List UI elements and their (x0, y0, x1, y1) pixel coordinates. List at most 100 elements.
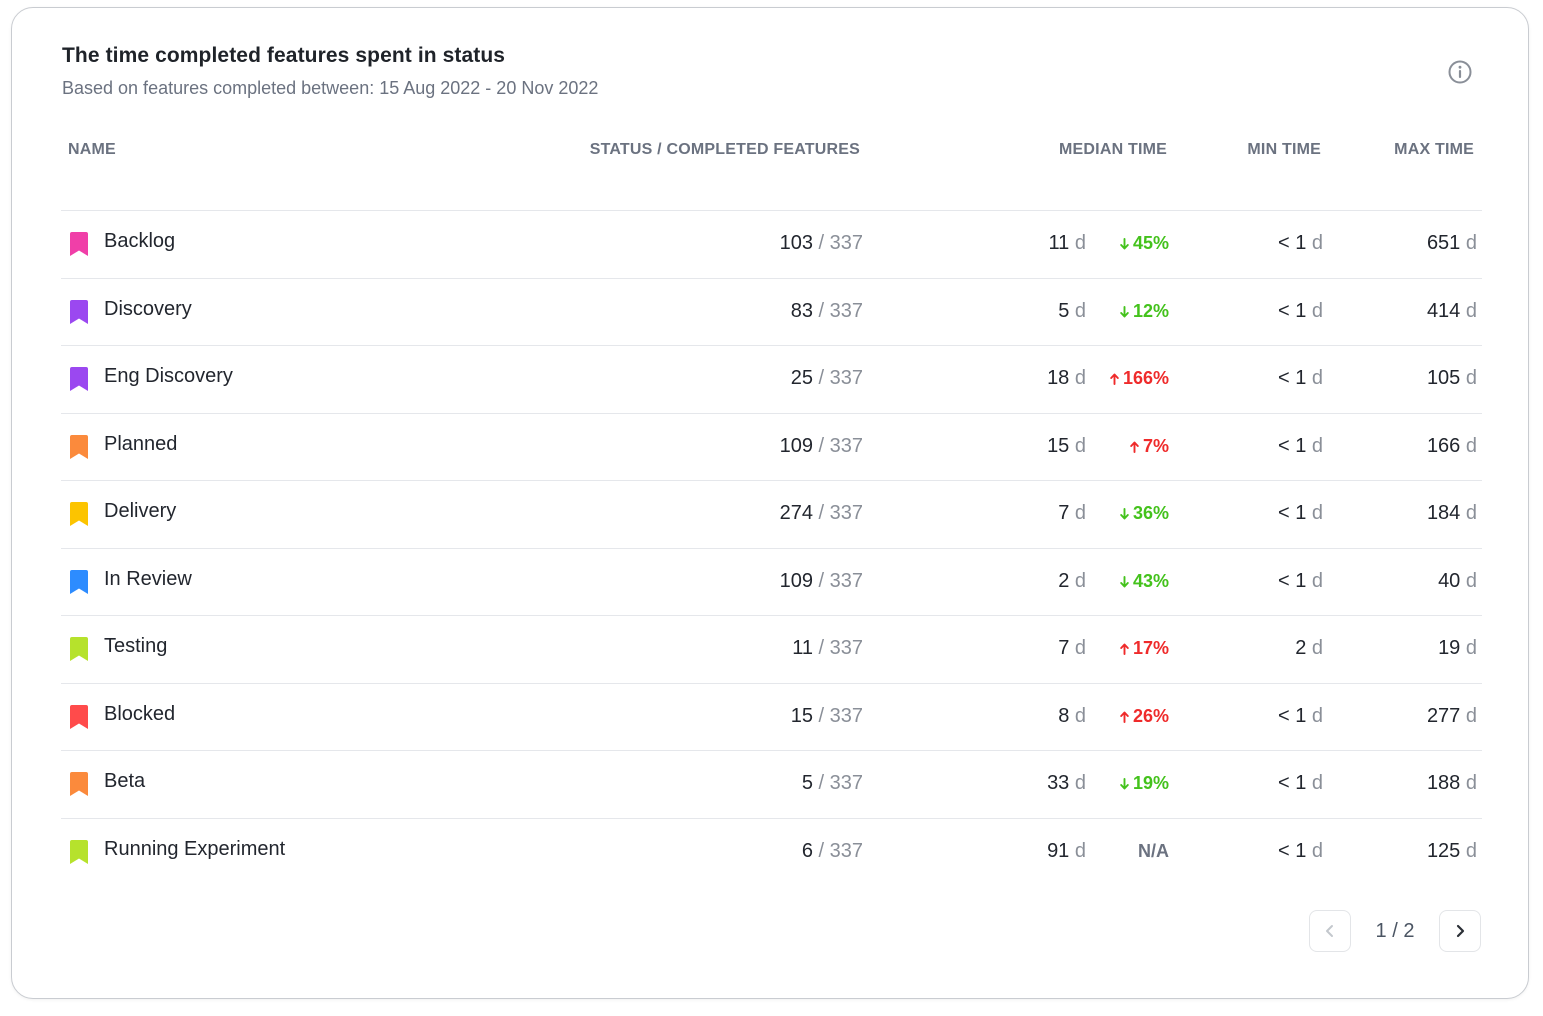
min-time: < 1 d (1278, 367, 1323, 390)
median-unit: d (1074, 299, 1086, 322)
table-row[interactable]: Running Experiment 6 / 337 91 d N/A < 1 d 125… (61, 817, 1482, 886)
min-prefix: < (1277, 502, 1296, 524)
median-value: 33 (1047, 772, 1070, 794)
max-value: 414 (1426, 299, 1461, 322)
status-table: Backlog 103 / 337 11 d 45% < 1 d 651 d Discove… (61, 210, 1482, 885)
status-count: 109 (779, 569, 813, 592)
arrow-down-icon (1120, 773, 1133, 793)
status-name: Discovery (104, 297, 192, 320)
table-row[interactable]: Blocked 15 / 337 8 d 26% < 1 d 277 d (61, 682, 1482, 751)
completed-features: 103 / 337 (780, 232, 863, 255)
previous-page-button[interactable] (1309, 910, 1351, 952)
min-value: 1 (1295, 704, 1307, 727)
status-name: Planned (104, 432, 178, 455)
min-time: < 1 d (1278, 502, 1323, 525)
min-unit: d (1311, 704, 1323, 727)
completed-total: / 337 (818, 434, 863, 457)
min-time: < 1 d (1278, 435, 1323, 458)
min-prefix: < (1277, 839, 1296, 862)
completed-total: / 337 (818, 232, 863, 254)
median-change-value: N/A (1138, 840, 1169, 861)
status-count: 109 (779, 434, 813, 457)
table-row[interactable]: Backlog 103 / 337 11 d 45% < 1 d 651 d (61, 210, 1482, 278)
status-name: Beta (104, 770, 146, 792)
status-count: 15 (790, 704, 813, 727)
max-value: 125 (1426, 839, 1461, 862)
min-value: 1 (1295, 569, 1307, 592)
max-unit: d (1465, 434, 1477, 457)
info-icon[interactable] (1447, 59, 1473, 85)
median-change-increase: 26% (1120, 706, 1169, 727)
completed-total: / 337 (818, 299, 863, 322)
arrow-up-icon (1110, 368, 1123, 388)
min-prefix: < (1277, 569, 1296, 592)
table-row[interactable]: Planned 109 / 337 15 d 7% < 1 d 166 d (61, 412, 1482, 481)
median-change-value: 17% (1132, 638, 1169, 658)
status-name: Delivery (104, 500, 177, 522)
status-count: 274 (779, 502, 813, 524)
chevron-right-icon (1456, 924, 1465, 938)
median-value: 15 (1047, 434, 1070, 457)
completed-total: / 337 (818, 367, 863, 389)
max-value: 651 (1426, 232, 1461, 254)
table-row[interactable]: Beta 5 / 337 33 d 19% < 1 d 188 d (61, 750, 1482, 818)
arrow-down-icon (1120, 233, 1133, 253)
completed-features: 25 / 337 (791, 367, 863, 390)
max-unit: d (1465, 839, 1477, 862)
min-prefix: < (1277, 434, 1296, 457)
status-count: 83 (790, 299, 813, 322)
next-page-button[interactable] (1439, 910, 1481, 952)
status-time-card: The time completed features spent in sta… (11, 7, 1529, 999)
column-header-max-time: MAX TIME (1394, 141, 1474, 158)
median-value: 11 (1048, 232, 1070, 254)
median-change-value: 166% (1122, 368, 1169, 388)
table-row[interactable]: Testing 11 / 337 7 d 17% 2 d 19 d (61, 615, 1482, 683)
min-time: 2 d (1295, 637, 1323, 660)
status-flag-icon (70, 367, 88, 391)
median-change-value: 19% (1132, 773, 1169, 793)
median-time: 33 d (1047, 772, 1086, 795)
table-row[interactable]: Discovery 83 / 337 5 d 12% < 1 d 414 d (61, 277, 1482, 346)
min-unit: d (1311, 502, 1323, 524)
median-change-decrease: 19% (1120, 773, 1169, 794)
total-pages: 2 (1403, 920, 1415, 942)
column-header-status: STATUS / COMPLETED FEATURES (589, 141, 860, 158)
completed-total: / 337 (818, 839, 863, 862)
median-change-increase: 7% (1130, 436, 1169, 457)
min-unit: d (1311, 299, 1323, 322)
arrow-down-icon (1120, 301, 1133, 321)
median-unit: d (1074, 502, 1086, 524)
status-flag-icon (70, 502, 88, 526)
status-name: Running Experiment (104, 837, 286, 860)
status-flag-icon (70, 232, 88, 256)
median-unit: d (1074, 839, 1086, 862)
completed-features: 274 / 337 (780, 502, 863, 525)
completed-total: / 337 (818, 502, 863, 524)
status-count: 5 (801, 772, 813, 794)
min-unit: d (1311, 637, 1323, 659)
status-count: 6 (801, 839, 813, 862)
median-unit: d (1074, 569, 1086, 592)
median-value: 8 (1058, 704, 1070, 727)
completed-features: 109 / 337 (780, 435, 863, 458)
min-prefix: < (1277, 299, 1296, 322)
table-row[interactable]: In Review 109 / 337 2 d 43% < 1 d 40 d (61, 547, 1482, 616)
median-time: 2 d (1058, 570, 1086, 593)
table-row[interactable]: Delivery 274 / 337 7 d 36% < 1 d 184 d (61, 480, 1482, 548)
min-value: 1 (1295, 839, 1307, 862)
card-title: The time completed features spent in sta… (62, 44, 506, 67)
table-row[interactable]: Eng Discovery 25 / 337 18 d 166% < 1 d 105 d (61, 345, 1482, 413)
max-time: 414 d (1427, 300, 1477, 323)
median-change-value: 26% (1132, 705, 1169, 726)
min-prefix: < (1277, 232, 1296, 254)
arrow-up-icon (1120, 638, 1133, 658)
completed-features: 11 / 337 (792, 637, 863, 660)
max-unit: d (1465, 637, 1477, 659)
arrow-down-icon (1120, 503, 1133, 523)
min-prefix: < (1277, 772, 1296, 794)
min-unit: d (1311, 569, 1323, 592)
status-count: 11 (792, 637, 813, 659)
completed-total: / 337 (818, 569, 863, 592)
median-time: 7 d (1058, 502, 1086, 525)
max-time: 166 d (1427, 435, 1477, 458)
